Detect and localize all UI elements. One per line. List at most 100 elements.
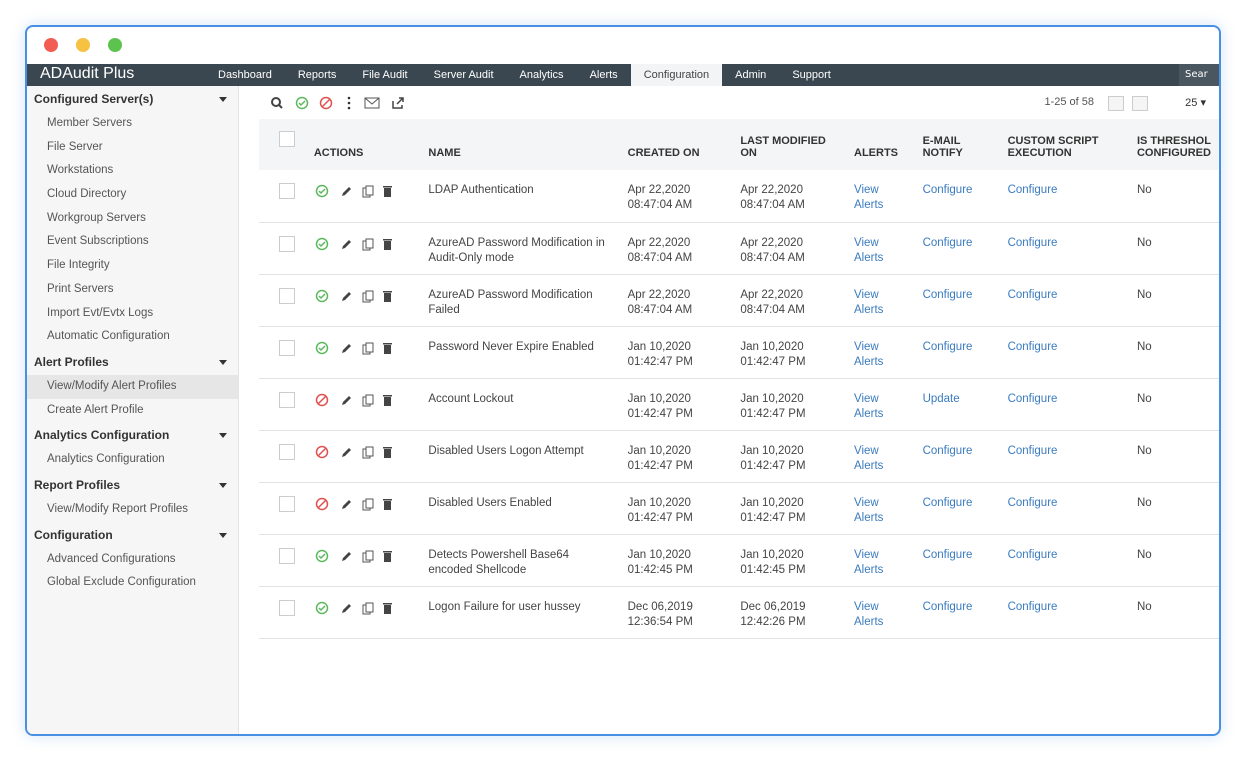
enabled-actions[interactable] — [314, 288, 404, 304]
sidebar-item[interactable]: Workgroup Servers — [47, 211, 146, 224]
script-link[interactable]: Configure — [1007, 184, 1058, 196]
email-cell: Configure — [914, 534, 1000, 587]
next-page[interactable] — [1108, 96, 1124, 111]
sidebar-item[interactable]: View/Modify Report Profiles — [47, 502, 189, 515]
select-all-checkbox[interactable] — [279, 131, 295, 147]
nav-tab[interactable]: Support — [792, 69, 831, 81]
alerts-link[interactable]: View Alerts — [854, 340, 884, 368]
created-line: Jan 10,2020 — [627, 340, 691, 353]
sidebar-item[interactable]: Global Exclude Configuration — [47, 576, 196, 589]
alerts-link[interactable]: View Alerts — [854, 496, 884, 524]
created-line: 01:42:47 PM — [627, 407, 693, 420]
sidebar-item[interactable]: Advanced Configurations — [47, 552, 176, 565]
email-link[interactable]: Configure — [922, 444, 973, 457]
modified-cell: Apr 22,2020 08:47:04 AM — [732, 170, 847, 223]
alerts-link[interactable]: View Alerts — [854, 444, 884, 472]
nav-tab[interactable]: Server Audit — [433, 69, 494, 81]
page-size[interactable]: 25 ▾ — [1185, 97, 1206, 109]
maximize-dot[interactable] — [108, 38, 122, 52]
nav-tab[interactable]: Analytics — [519, 69, 564, 81]
sidebar-section-title[interactable]: Alert Profiles — [27, 349, 238, 375]
created-line: 01:42:47 PM — [627, 355, 693, 368]
email-link[interactable]: Configure — [922, 496, 973, 509]
enabled-actions[interactable] — [314, 548, 404, 564]
email-link[interactable]: Configure — [922, 340, 973, 353]
toolbar-icons[interactable] — [269, 94, 419, 114]
close-dot[interactable] — [44, 38, 58, 52]
script-link[interactable]: Configure — [1007, 340, 1058, 353]
script-link[interactable]: Configure — [1007, 392, 1058, 405]
pagination-range: 1-25 of 58 — [1044, 96, 1094, 108]
enabled-actions[interactable] — [314, 600, 404, 616]
nav-tab[interactable]: File Audit — [362, 69, 408, 81]
alerts-link[interactable]: View Alerts — [854, 600, 884, 628]
nav-tab[interactable]: Admin — [735, 69, 767, 81]
row-checkbox[interactable] — [279, 287, 295, 304]
row-checkbox[interactable] — [279, 339, 295, 356]
script-link[interactable]: Configure — [1007, 600, 1058, 613]
enabled-actions[interactable] — [314, 236, 404, 252]
created-line: 08:47:04 AM — [627, 199, 693, 211]
script-link[interactable]: Configure — [1007, 444, 1058, 457]
row-checkbox[interactable] — [279, 599, 295, 616]
email-link[interactable]: Update — [922, 392, 960, 405]
email-link[interactable]: Configure — [922, 288, 973, 301]
email-link[interactable]: Configure — [922, 236, 973, 249]
nav-tab[interactable]: Configuration — [630, 64, 723, 86]
script-link[interactable]: Configure — [1007, 288, 1058, 301]
email-link[interactable]: Configure — [922, 600, 973, 613]
sidebar-item[interactable]: Cloud Directory — [47, 188, 127, 201]
column-header: CREATED ON — [619, 119, 733, 170]
alerts-link[interactable]: View Alerts — [854, 548, 884, 576]
sidebar-item[interactable]: Workstations — [47, 164, 114, 177]
disabled-actions[interactable] — [314, 496, 404, 512]
sidebar-item[interactable]: Member Servers — [47, 117, 132, 129]
logo[interactable]: ADAudit Plus — [40, 65, 135, 82]
minimize-dot[interactable] — [76, 38, 90, 52]
alerts-link[interactable]: View Alerts — [854, 392, 884, 420]
sidebar-item[interactable]: Import Evt/Evtx Logs — [47, 306, 154, 319]
sidebar-item[interactable]: Event Subscriptions — [47, 235, 149, 248]
nav-tab[interactable]: Dashboard — [218, 69, 272, 81]
script-link[interactable]: Configure — [1007, 236, 1058, 249]
sidebar-item[interactable]: Analytics Configuration — [47, 453, 165, 466]
threshold-cell: No — [1128, 274, 1219, 327]
sidebar-section-title[interactable]: Analytics Configuration — [27, 422, 238, 448]
nav-tab[interactable]: Reports — [297, 69, 337, 81]
search[interactable]: Sear — [1179, 64, 1219, 86]
sidebar-item[interactable]: Print Servers — [47, 282, 114, 295]
last-page[interactable] — [1132, 96, 1148, 111]
profile-name: Account Lockout — [420, 378, 620, 431]
script-link[interactable]: Configure — [1007, 496, 1058, 509]
enabled-actions[interactable] — [314, 183, 404, 199]
alerts-link[interactable]: View Alerts — [854, 288, 884, 316]
sidebar-section-title[interactable]: Configured Server(s) — [27, 86, 238, 112]
row-checkbox[interactable] — [279, 235, 295, 252]
row-checkbox[interactable] — [279, 183, 295, 199]
enabled-actions[interactable] — [314, 340, 404, 356]
modified-cell: Jan 10,2020 01:42:47 PM — [732, 430, 847, 483]
script-link[interactable]: Configure — [1007, 548, 1058, 561]
row-checkbox[interactable] — [279, 495, 295, 512]
email-link[interactable]: Configure — [922, 548, 973, 561]
alerts-cell: View Alerts — [846, 534, 915, 587]
profile-name: Detects Powershell Base64 encoded Shellc… — [420, 534, 620, 587]
disabled-actions[interactable] — [314, 392, 404, 408]
sidebar-section-title[interactable]: Configuration — [27, 522, 238, 548]
alerts-link[interactable]: View Alerts — [854, 184, 884, 211]
row-checkbox[interactable] — [279, 391, 295, 408]
sidebar-item[interactable]: Automatic Configuration — [47, 330, 170, 343]
row-checkbox[interactable] — [279, 547, 295, 564]
sidebar-item[interactable]: File Integrity — [47, 259, 110, 272]
sidebar-item[interactable]: View/Modify Alert Profiles — [27, 374, 238, 399]
sidebar-item[interactable]: Create Alert Profile — [47, 403, 144, 416]
nav-tab[interactable]: Alerts — [589, 69, 618, 81]
sidebar-item[interactable]: File Server — [47, 140, 103, 153]
disabled-actions[interactable] — [314, 444, 404, 460]
sidebar-section-title[interactable]: Report Profiles — [27, 472, 238, 498]
email-link[interactable]: Configure — [922, 184, 973, 196]
alerts-link[interactable]: View Alerts — [854, 236, 884, 264]
actions-cell — [305, 482, 421, 535]
threshold-cell: No — [1128, 430, 1219, 483]
row-checkbox[interactable] — [279, 443, 295, 460]
